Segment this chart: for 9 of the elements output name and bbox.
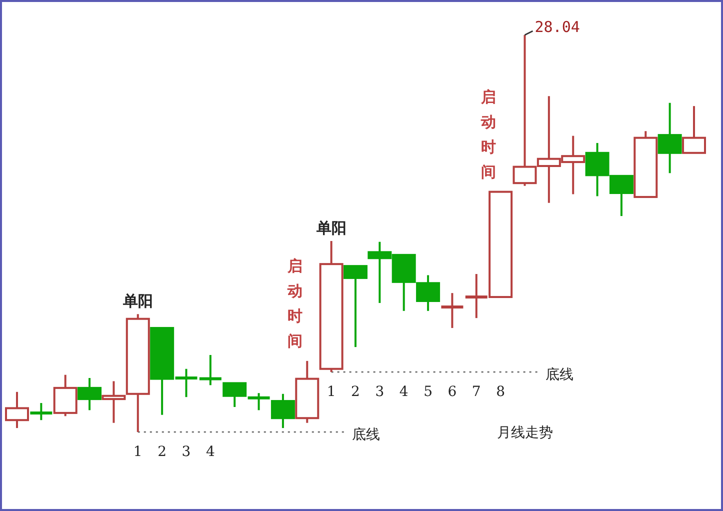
annotation: 启动时间 (480, 88, 496, 181)
annotation: 单阳 (122, 292, 153, 310)
ref-line-label: 底线 (352, 427, 380, 443)
ref-line-label: 底线 (545, 367, 574, 384)
annotation: 启动时间 (288, 256, 303, 350)
annotation: 月线走势 (496, 425, 553, 441)
annotation: 单阳 (316, 219, 346, 238)
annotation: 28.04 (534, 18, 580, 36)
annotation: 28.04 (524, 18, 580, 36)
